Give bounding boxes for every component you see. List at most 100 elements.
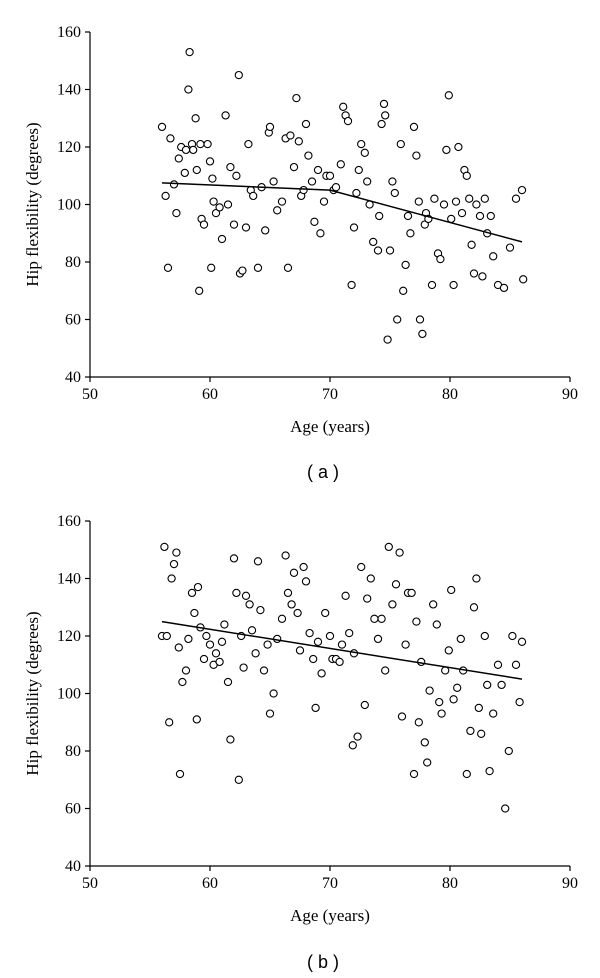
data-point (178, 677, 187, 687)
data-point (425, 686, 434, 695)
data-point (337, 640, 347, 649)
data-point (348, 741, 357, 750)
data-point (360, 700, 369, 710)
data-point (469, 269, 479, 278)
data-point (414, 718, 423, 727)
data-point (456, 634, 465, 644)
data-point (220, 620, 229, 629)
data-point (412, 617, 421, 626)
data-point (241, 591, 251, 600)
x-tick-label: 70 (322, 386, 338, 403)
data-point (313, 165, 323, 175)
data-point (313, 637, 323, 646)
data-point (483, 680, 492, 690)
data-point (287, 600, 296, 609)
data-point (325, 171, 335, 180)
data-point (277, 614, 287, 623)
data-point (449, 280, 458, 290)
data-point (505, 243, 515, 252)
data-point (515, 697, 524, 707)
data-point (477, 729, 486, 738)
data-point (167, 574, 176, 583)
data-point (347, 280, 356, 290)
data-point (418, 329, 427, 339)
x-tick-label: 80 (442, 875, 458, 892)
data-point (403, 211, 413, 221)
data-point (388, 600, 397, 609)
data-point (261, 226, 270, 235)
data-point (517, 637, 527, 646)
data-point (299, 562, 308, 572)
data-point (508, 631, 517, 641)
data-point (478, 272, 487, 281)
data-point (420, 220, 429, 229)
data-point (174, 154, 183, 163)
data-point (192, 715, 201, 724)
data-point (211, 649, 221, 658)
data-point (391, 580, 401, 589)
data-point (325, 631, 335, 641)
data-point (289, 162, 299, 172)
y-axis-title: Hip flexibility (degrees) (23, 611, 42, 775)
data-point (485, 766, 494, 776)
data-point (453, 683, 462, 692)
data-point (223, 200, 233, 209)
data-point (249, 191, 258, 201)
data-point (187, 588, 197, 598)
data-point (406, 229, 415, 238)
data-point (169, 559, 179, 569)
data-point (435, 697, 444, 707)
data-point (269, 689, 278, 698)
data-point (480, 631, 489, 641)
data-point (429, 600, 438, 609)
data-point (163, 263, 173, 272)
data-point (474, 703, 483, 713)
x-tick-label: 90 (562, 386, 578, 403)
data-point (175, 769, 185, 779)
data-point (369, 237, 378, 247)
data-point (181, 666, 191, 675)
data-point (256, 605, 265, 615)
y-axis-title: Hip flexibility (degrees) (23, 122, 42, 286)
data-point (407, 588, 416, 598)
y-tick-label: 60 (65, 801, 81, 818)
y-tick-label: 80 (65, 743, 81, 760)
data-point (511, 660, 521, 669)
data-point (466, 726, 475, 736)
data-point (245, 600, 254, 609)
data-point (377, 614, 386, 623)
data-point (208, 174, 217, 183)
data-point (184, 634, 193, 644)
data-point (420, 738, 429, 747)
trend-line (161, 182, 523, 243)
data-point (162, 631, 171, 641)
data-point (381, 666, 390, 675)
data-point (363, 594, 372, 603)
data-point (370, 614, 379, 623)
data-point (393, 315, 402, 324)
data-point (304, 151, 313, 160)
data-point (499, 283, 509, 293)
y-tick-label: 160 (57, 513, 81, 530)
data-point (519, 275, 528, 284)
data-point (259, 666, 269, 675)
data-point (486, 211, 495, 221)
panel-label: ( b ) (307, 952, 339, 972)
data-point (497, 680, 506, 690)
data-point (357, 139, 366, 149)
data-point (190, 608, 199, 618)
chart-panel-a: 40 60 80 100 120 140 160 50 60 70 80 90 Age (years) H… (23, 24, 578, 482)
data-point (409, 122, 419, 132)
data-point (511, 194, 521, 203)
data-point (414, 197, 423, 206)
data-point (232, 588, 241, 598)
data-point (472, 574, 481, 583)
data-point (215, 203, 224, 212)
data-point (341, 591, 350, 600)
y-tick-label: 40 (65, 858, 81, 875)
data-point (209, 197, 218, 206)
data-point (232, 171, 241, 180)
data-point (457, 208, 467, 218)
data-point (427, 280, 437, 290)
data-point (399, 286, 408, 295)
